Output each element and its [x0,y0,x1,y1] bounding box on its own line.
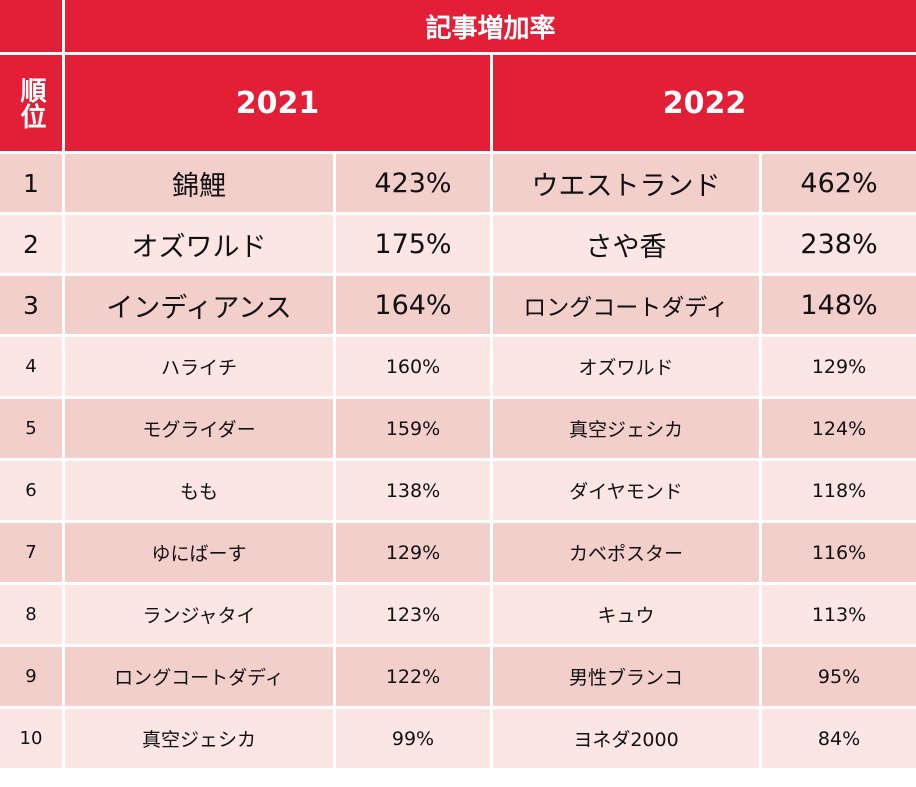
pct-2021-cell: 423% [336,154,490,212]
table-row: 2 オズワルド 175% さや香 238% [0,215,916,273]
name-2021-cell: オズワルド [65,215,333,273]
pct-2022-cell: 462% [762,154,916,212]
name-2022-cell: ウエストランド [493,154,759,212]
pct-2021-cell: 138% [336,461,490,520]
name-2021-cell: 錦鯉 [65,154,333,212]
pct-2021-cell: 164% [336,276,490,334]
name-2021-cell: インディアンス [65,276,333,334]
pct-2021-cell: 122% [336,647,490,706]
pct-2022-cell: 118% [762,461,916,520]
rank-cell: 1 [0,154,62,212]
name-2022-cell: 男性ブランコ [493,647,759,706]
pct-2022-cell: 129% [762,337,916,396]
pct-2022-cell: 113% [762,585,916,644]
name-2021-cell: ランジャタイ [65,585,333,644]
name-2022-cell: カベポスター [493,523,759,582]
table-row: 8 ランジャタイ 123% キュウ 113% [0,585,916,644]
year-2021-header: 2021 [65,55,490,151]
pct-2022-cell: 148% [762,276,916,334]
table-row: 10 真空ジェシカ 99% ヨネダ2000 84% [0,709,916,768]
table-row: 1 錦鯉 423% ウエストランド 462% [0,154,916,212]
rank-cell: 4 [0,337,62,396]
pct-2021-cell: 99% [336,709,490,768]
pct-2021-cell: 175% [336,215,490,273]
table-row: 7 ゆにばーす 129% カベポスター 116% [0,523,916,582]
name-2021-cell: ハライチ [65,337,333,396]
table-row: 9 ロングコートダディ 122% 男性ブランコ 95% [0,647,916,706]
name-2022-cell: ダイヤモンド [493,461,759,520]
rank-cell: 8 [0,585,62,644]
rank-cell: 6 [0,461,62,520]
pct-2021-cell: 123% [336,585,490,644]
year-2022-header: 2022 [493,55,916,151]
name-2021-cell: ロングコートダディ [65,647,333,706]
name-2022-cell: さや香 [493,215,759,273]
corner-cell [0,0,62,52]
pct-2021-cell: 159% [336,399,490,458]
table-row: 5 モグライダー 159% 真空ジェシカ 124% [0,399,916,458]
pct-2022-cell: 95% [762,647,916,706]
name-2021-cell: ゆにばーす [65,523,333,582]
table-row: 6 もも 138% ダイヤモンド 118% [0,461,916,520]
pct-2022-cell: 238% [762,215,916,273]
pct-2022-cell: 124% [762,399,916,458]
rank-header: 順位 [0,55,62,151]
name-2022-cell: ロングコートダディ [493,276,759,334]
name-2022-cell: 真空ジェシカ [493,399,759,458]
table-row: 3 インディアンス 164% ロングコートダディ 148% [0,276,916,334]
rank-cell: 10 [0,709,62,768]
pct-2021-cell: 129% [336,523,490,582]
name-2021-cell: モグライダー [65,399,333,458]
pct-2022-cell: 116% [762,523,916,582]
name-2022-cell: キュウ [493,585,759,644]
rank-cell: 2 [0,215,62,273]
rank-cell: 9 [0,647,62,706]
rank-cell: 3 [0,276,62,334]
name-2022-cell: オズワルド [493,337,759,396]
name-2021-cell: 真空ジェシカ [65,709,333,768]
name-2022-cell: ヨネダ2000 [493,709,759,768]
pct-2021-cell: 160% [336,337,490,396]
ranking-table: 記事増加率 順位 2021 2022 1 錦鯉 423% ウエストランド 462… [0,0,916,771]
table-title: 記事増加率 [65,0,916,52]
table-row: 4 ハライチ 160% オズワルド 129% [0,337,916,396]
rank-cell: 5 [0,399,62,458]
name-2021-cell: もも [65,461,333,520]
rank-cell: 7 [0,523,62,582]
pct-2022-cell: 84% [762,709,916,768]
